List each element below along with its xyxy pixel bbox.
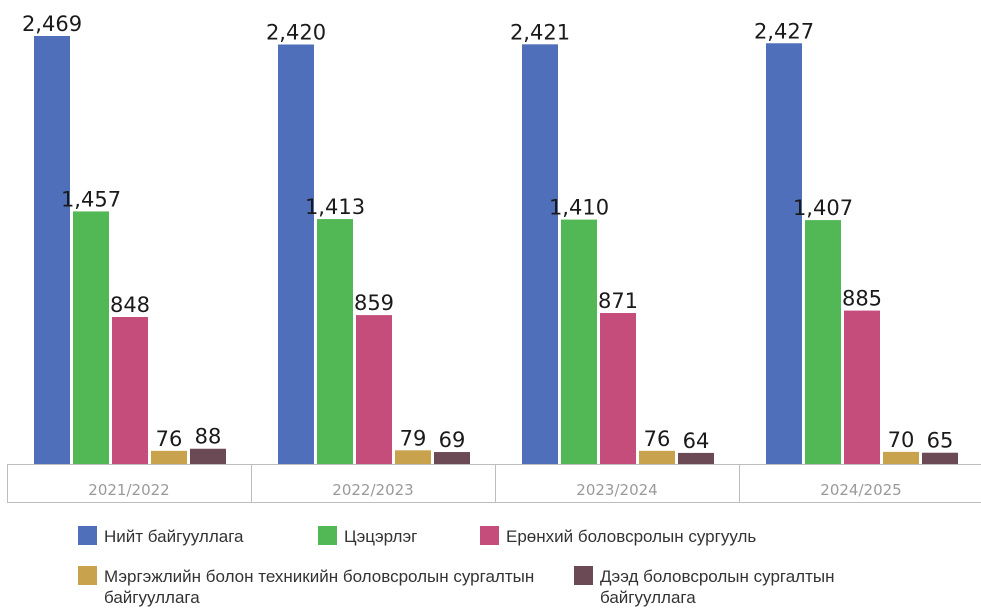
legend-item-kindergarten: Цэцэрлэг: [318, 526, 417, 547]
bar-2-2023-2024: [561, 219, 597, 464]
value-label: 79: [400, 426, 427, 450]
bar-3-2022-2023: [356, 315, 392, 464]
value-label: 2,469: [22, 12, 82, 36]
category-label: 2021/2022: [88, 481, 169, 499]
legend-item-vocational: Мэргэжлийн болон техникийн боловсролын с…: [78, 566, 548, 608]
bar-4-2023-2024: [639, 450, 675, 464]
bar-5-2021-2022: [190, 448, 226, 464]
category-axis: 2021/2022 2022/2023 2023/2024 2024/2025: [7, 464, 981, 503]
legend-item-higher-ed: Дээд боловсролын сургалтын байгууллага: [574, 566, 894, 608]
legend-swatch: [78, 566, 97, 585]
legend-swatch: [78, 526, 97, 545]
legend-label: Дээд боловсролын сургалтын байгууллага: [600, 567, 835, 607]
bar-2-2022-2023: [317, 219, 353, 464]
legend-item-general-school: Ерөнхий боловсролын сургууль: [480, 526, 756, 547]
value-label: 1,410: [549, 196, 609, 220]
value-label: 69: [439, 428, 466, 452]
value-label: 76: [644, 427, 671, 451]
value-label: 1,407: [793, 196, 853, 220]
legend-item-total: Нийт байгууллага: [78, 526, 243, 547]
value-label: 2,427: [754, 19, 814, 43]
value-label: 885: [842, 287, 882, 311]
category-label: 2024/2025: [820, 481, 901, 499]
bar-4-2024-2025: [883, 451, 919, 464]
legend-swatch: [318, 526, 337, 545]
legend-label: Цэцэрлэг: [344, 527, 418, 546]
value-label: 848: [110, 293, 150, 317]
bar-2-2021-2022: [73, 211, 109, 464]
bar-3-2023-2024: [600, 313, 636, 464]
value-label: 65: [927, 429, 954, 453]
bar-1-2024-2025: [766, 43, 802, 465]
bar-5-2024-2025: [922, 452, 958, 464]
legend-swatch: [480, 526, 499, 545]
bar-5-2022-2023: [434, 452, 470, 464]
bar-4-2021-2022: [151, 450, 187, 464]
bar-5-2023-2024: [678, 452, 714, 464]
bar-1-2022-2023: [278, 44, 314, 464]
bar-3-2021-2022: [112, 316, 148, 464]
legend-swatch: [574, 566, 593, 585]
bars-layer: [34, 36, 958, 465]
category-label: 2022/2023: [332, 481, 413, 499]
value-label: 2,420: [266, 20, 326, 44]
value-label: 76: [156, 427, 183, 451]
value-label: 70: [888, 428, 915, 452]
value-label: 88: [195, 425, 222, 449]
bar-4-2022-2023: [395, 450, 431, 464]
category-label: 2023/2024: [576, 481, 657, 499]
value-label: 64: [683, 429, 710, 453]
value-label: 2,421: [510, 20, 570, 44]
bar-1-2021-2022: [34, 36, 70, 464]
value-label: 1,457: [61, 187, 121, 211]
value-labels-layer: 2,469 1,457 848 76 88 2,420 1,413 859 79 69 2,421 1…: [22, 12, 953, 453]
legend-label: Мэргэжлийн болон техникийн боловсролын с…: [104, 567, 535, 607]
value-label: 859: [354, 291, 394, 315]
bar-chart: 2,469 1,457 848 76 88 2,420 1,413 859 79 69 2,421 1…: [7, 12, 981, 503]
bar-3-2024-2025: [844, 310, 880, 464]
bar-2-2024-2025: [805, 220, 841, 464]
value-label: 871: [598, 289, 638, 313]
value-label: 1,413: [305, 195, 365, 219]
legend-label: Ерөнхий боловсролын сургууль: [506, 527, 757, 546]
bar-1-2023-2024: [522, 44, 558, 465]
legend-label: Нийт байгууллага: [104, 527, 244, 546]
